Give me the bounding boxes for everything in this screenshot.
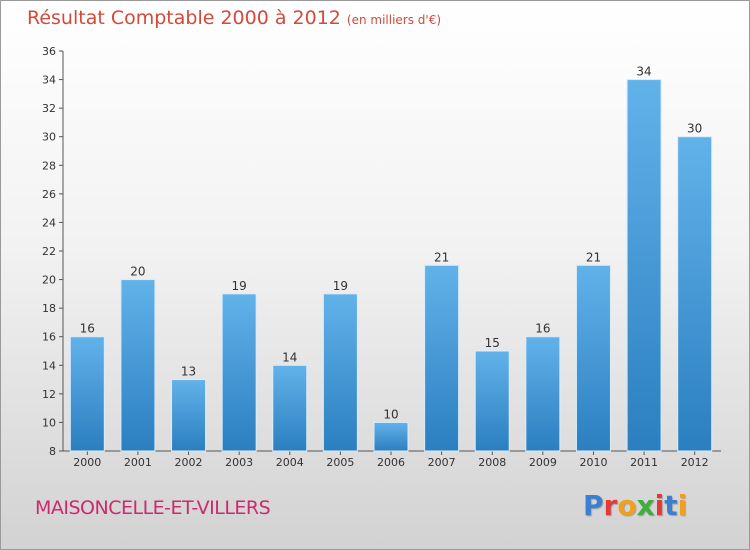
bar-2010 <box>575 264 611 452</box>
chart-title: Résultat Comptable 2000 à 2012 (en millie… <box>27 7 441 29</box>
brand-letter: i <box>654 489 665 522</box>
bar-2005 <box>322 293 358 452</box>
y-tick-label: 20 <box>42 274 56 287</box>
bar-2011 <box>626 79 662 452</box>
y-tick-label: 28 <box>42 159 56 172</box>
value-label-2002: 13 <box>181 365 196 379</box>
value-label-2001: 20 <box>130 265 145 279</box>
y-tick-label: 8 <box>49 445 56 458</box>
value-label-2007: 21 <box>434 250 449 264</box>
y-tick-label: 30 <box>42 131 56 144</box>
bar-2008 <box>474 350 510 452</box>
brand-letter: P <box>583 489 604 522</box>
bar-2006 <box>373 421 409 452</box>
bar-2007 <box>424 264 460 452</box>
y-tick-label: 18 <box>42 302 56 315</box>
brand-letter: t <box>664 489 678 522</box>
value-label-2011: 34 <box>636 65 651 79</box>
brand-letter: r <box>603 489 618 522</box>
y-tick-label: 36 <box>42 45 56 58</box>
x-tick-label-2009: 2009 <box>529 456 557 469</box>
value-label-2009: 16 <box>535 322 550 336</box>
bar-2012 <box>677 136 713 452</box>
value-label-2006: 10 <box>383 407 398 421</box>
y-tick-label: 22 <box>42 245 56 258</box>
bar-2001 <box>120 279 156 452</box>
x-tick-label-2005: 2005 <box>326 456 354 469</box>
x-tick-label-2006: 2006 <box>377 456 405 469</box>
value-label-2010: 21 <box>586 250 601 264</box>
y-tick-label: 12 <box>42 388 56 401</box>
x-tick-label-2002: 2002 <box>175 456 203 469</box>
x-tick-label-2012: 2012 <box>681 456 709 469</box>
value-label-2004: 14 <box>282 350 297 364</box>
value-label-2005: 19 <box>333 279 348 293</box>
place-name: MAISONCELLE-ET-VILLERS <box>35 497 271 519</box>
brand-letter: o <box>617 489 637 522</box>
value-label-2003: 19 <box>232 279 247 293</box>
bar-2009 <box>525 336 561 452</box>
chart-title-text: Résultat Comptable 2000 à 2012 <box>27 7 341 29</box>
x-tick-label-2007: 2007 <box>428 456 456 469</box>
x-tick-label-2000: 2000 <box>73 456 101 469</box>
value-label-2012: 30 <box>687 122 702 136</box>
x-tick-label-2008: 2008 <box>478 456 506 469</box>
x-tick-label-2001: 2001 <box>124 456 152 469</box>
bar-2002 <box>171 379 207 452</box>
value-label-2000: 16 <box>80 322 95 336</box>
brand-letter: x <box>636 489 655 522</box>
y-tick-label: 16 <box>42 331 56 344</box>
y-tick-label: 32 <box>42 102 56 115</box>
bar-2003 <box>221 293 257 452</box>
y-tick-label: 10 <box>42 416 56 429</box>
x-tick-label-2003: 2003 <box>225 456 253 469</box>
y-tick-label: 26 <box>42 188 56 201</box>
x-tick-label-2010: 2010 <box>579 456 607 469</box>
y-tick-label: 24 <box>42 216 56 229</box>
x-tick-label-2011: 2011 <box>630 456 658 469</box>
value-label-2008: 15 <box>485 336 500 350</box>
y-tick-label: 14 <box>42 359 56 372</box>
bars <box>69 79 713 452</box>
bar-2000 <box>69 336 105 452</box>
x-tick-label-2004: 2004 <box>276 456 304 469</box>
labels: 16 2000 20 2001 13 2002 19 2003 14 2004 19 2005 10 20… <box>73 65 708 469</box>
brand-logo: Proxiti <box>583 489 687 522</box>
chart-subtitle: (en milliers d'€) <box>346 13 442 27</box>
y-tick-label: 34 <box>42 74 56 87</box>
bar-2004 <box>272 364 308 452</box>
brand-letter: i <box>677 489 688 522</box>
